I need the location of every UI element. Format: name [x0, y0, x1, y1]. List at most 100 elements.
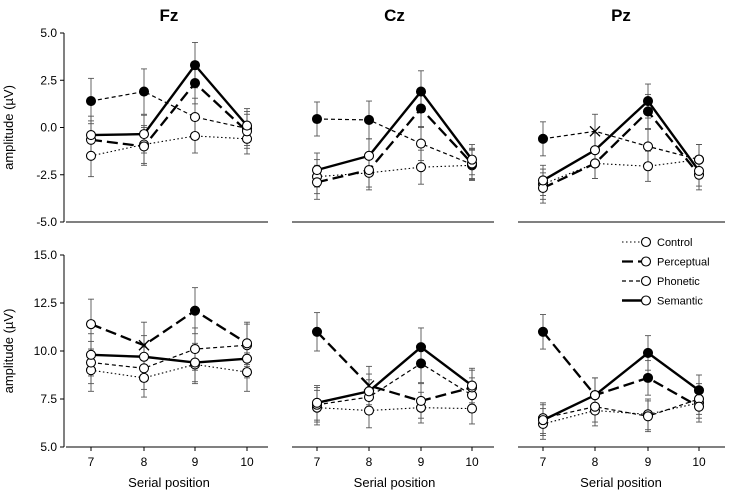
- data-point-semantic: [589, 145, 601, 156]
- series-line-perceptual: [542, 109, 700, 190]
- series-line-control: [90, 363, 248, 379]
- data-point-semantic: [693, 165, 705, 177]
- data-point-semantic: [415, 342, 427, 353]
- data-point-semantic: [466, 154, 478, 165]
- data-point-perceptual: [642, 106, 654, 117]
- legend: Control Perceptual Phonetic Semantic: [622, 236, 710, 308]
- data-point-phonetic: [85, 95, 97, 107]
- data-point-phonetic: [415, 138, 427, 149]
- data-point-control: [85, 150, 97, 161]
- legend-marker-phonetic: [640, 275, 652, 287]
- data-point-perceptual: [363, 164, 375, 176]
- data-point-semantic: [241, 353, 253, 364]
- y-tick-label: 12.5: [34, 296, 58, 310]
- series-line-semantic: [90, 353, 248, 364]
- data-point-control: [241, 367, 253, 378]
- legend-marker-control: [640, 236, 652, 248]
- series-line-semantic: [542, 99, 700, 182]
- y-tick-label: -5.0: [36, 215, 57, 229]
- y-tick-label: 5.0: [40, 26, 57, 40]
- data-point-semantic: [537, 175, 549, 186]
- y-tick-label: 7.5: [40, 392, 57, 406]
- series-line-control: [542, 159, 700, 185]
- data-point-control: [415, 162, 427, 173]
- data-point-semantic: [466, 380, 478, 391]
- data-point-phonetic: [138, 363, 150, 374]
- series-line-phonetic: [542, 130, 700, 161]
- x-tick-label: 8: [141, 455, 148, 469]
- data-point-semantic: [85, 130, 97, 141]
- data-point-control: [363, 405, 375, 416]
- series-line-semantic: [316, 345, 473, 405]
- data-point-phonetic: [589, 125, 601, 137]
- data-point-perceptual: [642, 372, 654, 383]
- y-axis-title-row-1: amplitude (µV): [1, 85, 16, 170]
- series-line-control: [542, 402, 700, 425]
- panel-cz-row-1: [311, 70, 478, 200]
- y-axis-title-row-2: amplitude (µV): [1, 309, 16, 394]
- series-line-semantic: [316, 89, 473, 172]
- data-point-phonetic: [311, 113, 323, 125]
- series-line-semantic: [90, 63, 248, 137]
- data-point-phonetic: [642, 411, 654, 422]
- panel-pz-row-2: [537, 314, 705, 440]
- x-tick-label: 9: [192, 455, 199, 469]
- legend-label-semantic: Semantic: [657, 296, 703, 308]
- panel-fz-row-1: [85, 42, 253, 178]
- data-point-phonetic: [138, 86, 150, 97]
- data-point-semantic: [138, 129, 150, 140]
- data-point-semantic: [642, 347, 654, 358]
- panel-cz-row-2: [311, 312, 478, 429]
- data-point-phonetic: [589, 401, 601, 412]
- y-tick-label: 5.0: [40, 440, 57, 454]
- data-point-perceptual: [138, 141, 150, 152]
- series-line-phonetic: [316, 118, 473, 165]
- y-tick-label: 2.5: [40, 73, 57, 87]
- data-point-semantic: [189, 60, 201, 71]
- data-point-perceptual: [415, 395, 427, 406]
- data-point-semantic: [138, 351, 150, 362]
- data-point-perceptual: [311, 326, 323, 337]
- series-line-perceptual: [316, 331, 473, 403]
- data-point-perceptual: [311, 177, 323, 188]
- data-point-phonetic: [363, 114, 375, 125]
- data-point-phonetic: [693, 154, 705, 165]
- x-tick-label: 8: [366, 455, 373, 469]
- data-point-phonetic: [189, 344, 201, 355]
- data-point-semantic: [363, 150, 375, 161]
- x-tick-label: 9: [645, 455, 652, 469]
- data-point-perceptual: [85, 319, 97, 330]
- data-point-control: [138, 372, 150, 383]
- series-line-control: [90, 135, 248, 157]
- x-tick-label: 10: [465, 455, 479, 469]
- legend-label-perceptual: Perceptual: [657, 257, 710, 269]
- data-point-perceptual: [189, 305, 201, 316]
- y-tick-label: 0.0: [40, 121, 57, 135]
- data-point-semantic: [311, 397, 323, 408]
- data-point-semantic: [415, 86, 427, 97]
- data-point-phonetic: [537, 133, 549, 144]
- panel-title-cz: Cz: [384, 6, 405, 25]
- x-axis-title-fz: Serial position: [128, 475, 210, 490]
- x-tick-label: 10: [692, 455, 706, 469]
- data-point-semantic: [363, 386, 375, 397]
- data-point-perceptual: [693, 401, 705, 412]
- x-tick-label: 7: [540, 455, 547, 469]
- series-line-perceptual: [316, 106, 473, 184]
- data-point-control: [189, 130, 201, 142]
- y-tick-label: 15.0: [34, 248, 58, 262]
- data-point-perceptual: [537, 326, 549, 337]
- x-tick-label: 8: [592, 455, 599, 469]
- data-point-semantic: [589, 390, 601, 401]
- data-point-control: [466, 403, 478, 414]
- data-point-control: [642, 161, 654, 172]
- x-axis-title-pz: Serial position: [580, 475, 662, 490]
- data-point-semantic: [642, 95, 654, 107]
- series-line-perceptual: [90, 81, 248, 148]
- panel-title-fz: Fz: [160, 6, 179, 25]
- series-line-semantic: [542, 351, 700, 422]
- panel-title-pz: Pz: [611, 6, 631, 25]
- y-tick-label: -2.5: [36, 168, 57, 182]
- data-point-phonetic: [415, 358, 427, 369]
